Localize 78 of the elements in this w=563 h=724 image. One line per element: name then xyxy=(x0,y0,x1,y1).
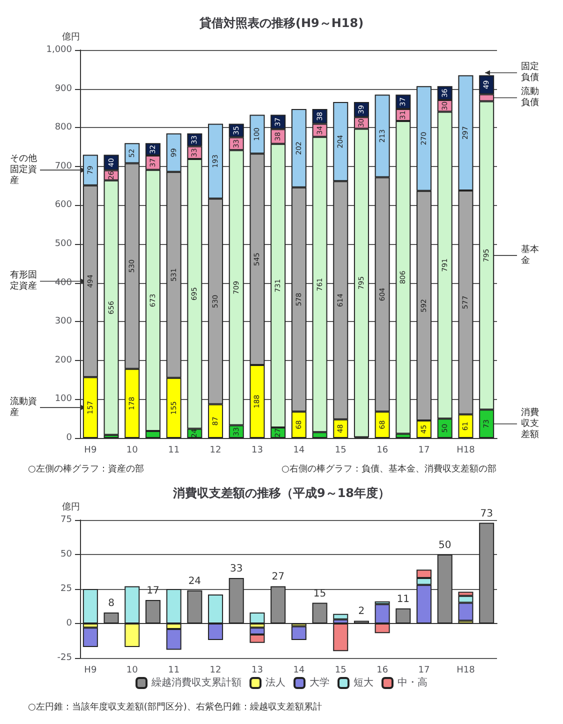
bar xyxy=(333,624,348,652)
text: 消費収支差額 xyxy=(521,406,539,440)
x-tick-label: 14 xyxy=(293,666,305,676)
x-tick-label: 11 xyxy=(168,446,180,456)
legend-label: 中・高 xyxy=(398,676,428,688)
bar xyxy=(479,522,494,624)
x-tick-label: H18 xyxy=(456,446,476,456)
text: 流動負債 xyxy=(521,86,539,108)
y-tick-label: 600 xyxy=(54,200,72,210)
data-label: 50 xyxy=(438,540,452,551)
legend-label: 繰越消費収支累計額 xyxy=(150,676,242,688)
bar xyxy=(270,586,286,624)
chart-title: 貸借対照表の推移(H9～H18) xyxy=(198,16,364,30)
x-tick-label: 12 xyxy=(210,446,222,456)
text: その他固定資産 xyxy=(10,153,37,186)
bar xyxy=(82,589,98,624)
y-tick-label: 800 xyxy=(54,122,72,133)
bar xyxy=(250,612,265,624)
data-label: 8 xyxy=(108,598,114,609)
y-axis-title: 億円 xyxy=(62,32,80,42)
y-tick-label: 500 xyxy=(54,239,72,249)
text: 固定負債 xyxy=(521,61,539,84)
x-tick-label: 15 xyxy=(334,666,346,676)
x-tick-label: 17 xyxy=(418,446,430,456)
x-tick-label: 14 xyxy=(293,446,305,456)
data-label: 2 xyxy=(358,606,365,618)
x-tick-label: 13 xyxy=(252,666,263,676)
bar xyxy=(291,626,306,640)
bar xyxy=(104,612,119,624)
y-axis-title: 億円 xyxy=(62,502,80,512)
y-tick-label: 1,000 xyxy=(46,45,72,55)
data-label: 24 xyxy=(188,576,202,587)
y-tick-label: 300 xyxy=(54,316,72,327)
x-tick-label: 12 xyxy=(210,666,222,676)
y-tick-label: 200 xyxy=(54,355,72,366)
x-tick-label: 16 xyxy=(376,446,388,456)
text: ○左側の棒グラフ：資産の部 xyxy=(28,464,144,474)
x-tick-label: 13 xyxy=(252,446,263,456)
y-tick-label: 0 xyxy=(66,618,72,628)
y-tick-label: 50 xyxy=(60,550,72,560)
y-tick-label: 25 xyxy=(60,584,72,594)
legend-label: 大学 xyxy=(310,676,330,688)
bar xyxy=(437,554,452,624)
bar xyxy=(187,590,202,624)
x-tick-label: H9 xyxy=(84,446,97,456)
x-tick-label: 15 xyxy=(334,446,346,456)
x-tick-label: 10 xyxy=(126,446,138,456)
data-label: 27 xyxy=(272,572,284,583)
y-tick-label: 900 xyxy=(54,84,72,94)
legend-label: 短大 xyxy=(354,676,374,688)
data-label: 33 xyxy=(230,563,243,574)
bar xyxy=(82,628,98,647)
x-tick-label: 11 xyxy=(168,666,180,676)
text: 有形固定資産 xyxy=(10,270,37,292)
y-tick-label: 0 xyxy=(66,433,72,443)
data-label: 15 xyxy=(313,588,326,600)
text: ○左円錐：当該年度収支差額(部門区分)、右紫色円錐：繰越収支差額累計 xyxy=(28,702,322,712)
text: 流動資産 xyxy=(10,396,37,418)
x-tick-label: H18 xyxy=(456,666,476,676)
chart-title: 消費収支差額の推移（平成9～18年度） xyxy=(172,486,390,500)
data-label: 11 xyxy=(396,594,410,605)
bar xyxy=(145,600,160,624)
x-tick-label: 16 xyxy=(376,666,388,676)
y-tick-label: -25 xyxy=(57,653,72,663)
bar xyxy=(333,614,348,620)
bar xyxy=(396,608,411,624)
x-tick-label: 10 xyxy=(126,666,138,676)
legend-label: 法人 xyxy=(266,676,286,688)
text: ○右側の棒グラフ：負債、基本金、消費収支差額の部 xyxy=(282,464,496,474)
x-tick-label: H9 xyxy=(84,666,97,676)
bar xyxy=(228,578,244,624)
y-tick-label: 75 xyxy=(60,515,72,525)
text: 基本金 xyxy=(521,244,539,266)
y-tick-label: 700 xyxy=(54,161,72,172)
y-tick-label: 100 xyxy=(54,394,72,404)
x-tick-label: 17 xyxy=(418,666,430,676)
bar xyxy=(312,602,328,624)
data-label: 73 xyxy=(480,508,493,520)
